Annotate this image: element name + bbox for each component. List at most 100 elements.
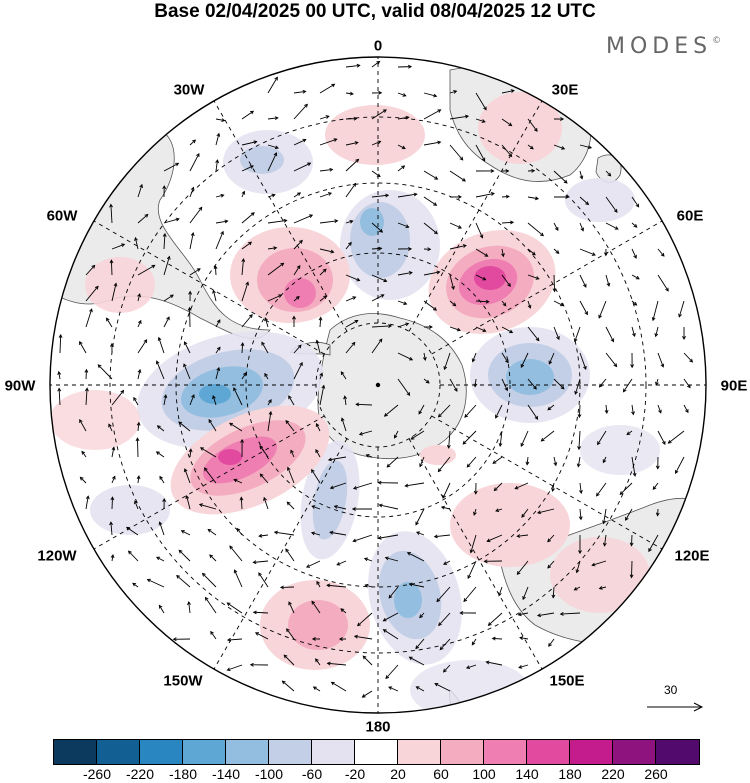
map-title: Base 02/04/2025 00 UTC, valid 08/04/2025… bbox=[154, 1, 596, 22]
wind-vector bbox=[619, 482, 633, 495]
wind-vector bbox=[285, 548, 295, 562]
wind-vector bbox=[264, 372, 269, 380]
wind-vector bbox=[207, 528, 217, 536]
positive-anomaly-chile bbox=[230, 227, 350, 323]
wind-vector bbox=[146, 578, 165, 588]
wind-vector bbox=[577, 430, 582, 451]
wind-vector bbox=[493, 482, 503, 492]
wind-vector bbox=[343, 395, 348, 406]
wind-vector bbox=[134, 500, 139, 510]
wind-vector bbox=[385, 664, 399, 680]
wind-vector bbox=[525, 456, 530, 466]
wind-vector bbox=[318, 316, 323, 328]
wind-vector bbox=[293, 344, 302, 354]
wind-vector bbox=[657, 274, 669, 292]
wind-vector bbox=[279, 585, 295, 590]
wind-vector bbox=[469, 534, 477, 554]
wind-vector bbox=[163, 255, 171, 276]
wind-vector bbox=[364, 583, 373, 588]
wind-vector bbox=[252, 610, 269, 615]
wind-vector bbox=[522, 586, 529, 601]
negative-anomaly-south bbox=[368, 531, 462, 665]
wind-vector bbox=[163, 162, 180, 172]
colorbar bbox=[53, 739, 700, 765]
wind-vector bbox=[536, 508, 555, 515]
wind-vector bbox=[110, 496, 115, 510]
wind-vector bbox=[319, 192, 333, 198]
wind-vector bbox=[388, 586, 399, 599]
wind-vector bbox=[178, 549, 191, 562]
wind-vector bbox=[501, 194, 510, 199]
wind-vector bbox=[371, 246, 383, 251]
wind-vector bbox=[311, 637, 321, 641]
wind-vector bbox=[109, 259, 114, 276]
wind-vector bbox=[415, 508, 425, 526]
positive-anomaly-north bbox=[325, 105, 425, 165]
wind-vector bbox=[111, 475, 116, 484]
wind-vector bbox=[475, 299, 490, 304]
wind-vector bbox=[345, 274, 361, 282]
wind-vector bbox=[215, 118, 226, 122]
wind-vector bbox=[527, 378, 537, 390]
colorbar-labels: -260 -220 -180 -140 -100 -60 -20 20 60 100 140 180 2… bbox=[0, 766, 750, 783]
wind-vector bbox=[137, 183, 143, 198]
copyright-mark: © bbox=[712, 36, 722, 46]
wind-vector bbox=[241, 314, 253, 328]
wind-vector bbox=[241, 281, 250, 302]
wind-vector bbox=[361, 690, 373, 698]
wind-vector bbox=[229, 545, 243, 562]
wind-vector bbox=[573, 586, 581, 591]
wind-vector bbox=[475, 92, 487, 111]
wind-vector bbox=[579, 482, 583, 495]
wind-vector bbox=[652, 482, 659, 491]
wind-vector bbox=[423, 140, 442, 146]
wind-vector bbox=[110, 554, 115, 562]
wind-vectors bbox=[57, 60, 694, 698]
wind-vector bbox=[212, 289, 217, 302]
wind-vector bbox=[305, 560, 321, 568]
wind-vector bbox=[212, 395, 217, 406]
wind-vector bbox=[602, 508, 607, 525]
wind-vector bbox=[475, 192, 495, 198]
wind-vector bbox=[520, 352, 529, 369]
wind-vector bbox=[79, 340, 87, 354]
wind-vector bbox=[293, 138, 307, 146]
wind-vector bbox=[442, 482, 451, 499]
wind-vector bbox=[514, 482, 529, 490]
wind-vector bbox=[162, 232, 167, 250]
wind-vector bbox=[85, 495, 90, 510]
wind-vector bbox=[459, 611, 477, 615]
wind-vector bbox=[423, 109, 442, 120]
wind-vector bbox=[516, 560, 529, 575]
wind-vector bbox=[226, 637, 243, 642]
wind-vector bbox=[415, 686, 425, 692]
wind-vector bbox=[397, 92, 407, 97]
wind-vector bbox=[163, 394, 168, 406]
wind-vector bbox=[258, 533, 269, 538]
wind-vector bbox=[283, 654, 295, 666]
wind-vector bbox=[345, 141, 359, 146]
wind-vector bbox=[605, 222, 619, 230]
wind-vector bbox=[267, 262, 285, 276]
wind-vector bbox=[326, 661, 347, 666]
wind-vector bbox=[281, 680, 295, 692]
wind-vector bbox=[527, 144, 534, 150]
wind-vector bbox=[382, 612, 399, 622]
wind-vector bbox=[137, 339, 148, 354]
wind-vector bbox=[471, 638, 477, 646]
wind-vector bbox=[518, 664, 529, 669]
reference-vector-arrow bbox=[647, 702, 704, 712]
wind-vector bbox=[241, 258, 246, 276]
wind-vector bbox=[655, 508, 660, 517]
wind-vector bbox=[79, 476, 87, 484]
wind-vector bbox=[397, 144, 406, 150]
colorbar-swatch bbox=[570, 740, 613, 764]
wind-vector bbox=[483, 559, 503, 564]
colorbar-swatch bbox=[97, 740, 140, 764]
wind-vector bbox=[371, 294, 385, 302]
wind-vector bbox=[356, 612, 373, 627]
wind-vector bbox=[423, 325, 433, 329]
wind-vector bbox=[397, 64, 413, 69]
wind-vector bbox=[263, 496, 269, 510]
lon-label-60E: 60E bbox=[676, 207, 704, 225]
